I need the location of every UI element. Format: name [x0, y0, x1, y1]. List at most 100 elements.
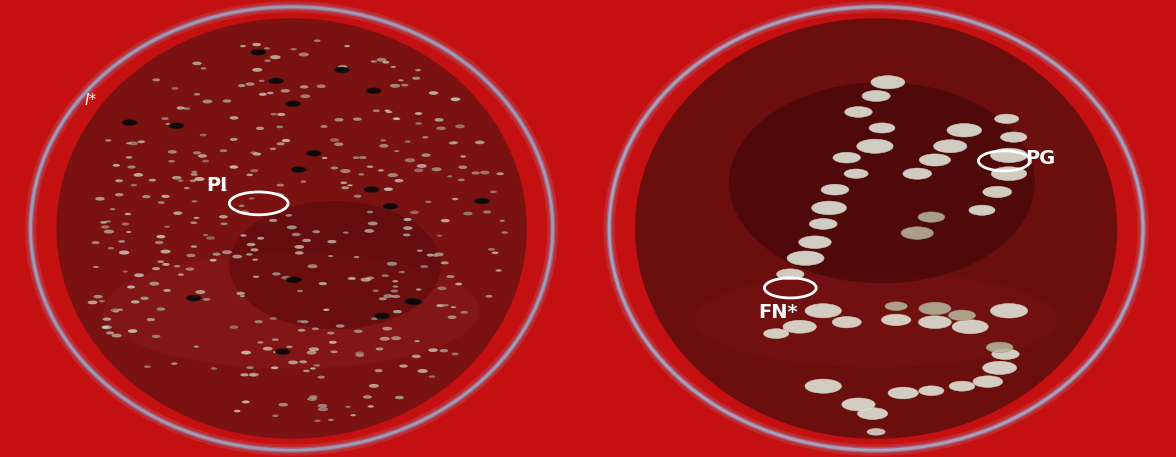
Circle shape	[131, 300, 140, 303]
Circle shape	[383, 294, 393, 298]
Circle shape	[319, 282, 327, 285]
Circle shape	[380, 139, 386, 141]
Circle shape	[833, 317, 861, 328]
Circle shape	[353, 117, 362, 121]
Circle shape	[370, 60, 377, 63]
Circle shape	[296, 320, 303, 323]
Circle shape	[202, 298, 211, 301]
Circle shape	[412, 77, 420, 80]
Text: PI: PI	[206, 175, 227, 195]
Circle shape	[156, 235, 166, 239]
Circle shape	[436, 304, 445, 307]
Circle shape	[274, 192, 281, 196]
Circle shape	[842, 398, 875, 411]
Circle shape	[455, 124, 465, 128]
Circle shape	[862, 90, 890, 101]
Circle shape	[920, 154, 950, 166]
Circle shape	[844, 106, 873, 117]
Circle shape	[118, 240, 125, 243]
Circle shape	[328, 255, 334, 257]
Circle shape	[258, 341, 263, 344]
Circle shape	[134, 273, 143, 277]
Circle shape	[234, 410, 241, 412]
Circle shape	[249, 373, 256, 377]
Circle shape	[292, 233, 301, 236]
Circle shape	[368, 405, 374, 408]
Circle shape	[973, 376, 1003, 388]
Circle shape	[172, 176, 181, 180]
Circle shape	[918, 212, 944, 222]
Circle shape	[276, 142, 285, 145]
Circle shape	[787, 251, 824, 266]
Circle shape	[422, 136, 428, 138]
Circle shape	[202, 160, 209, 162]
Circle shape	[386, 111, 393, 113]
Circle shape	[147, 318, 155, 321]
Circle shape	[405, 158, 415, 162]
Circle shape	[158, 201, 165, 204]
Circle shape	[373, 109, 380, 112]
Circle shape	[799, 236, 831, 249]
Circle shape	[220, 149, 227, 152]
Circle shape	[483, 210, 492, 213]
Circle shape	[246, 366, 254, 369]
Circle shape	[192, 62, 202, 65]
Circle shape	[286, 277, 301, 283]
Circle shape	[437, 287, 447, 290]
Circle shape	[290, 48, 296, 50]
Circle shape	[253, 43, 261, 46]
Circle shape	[447, 275, 454, 278]
Circle shape	[211, 367, 218, 370]
Circle shape	[871, 76, 904, 89]
Circle shape	[256, 127, 265, 130]
Circle shape	[367, 211, 373, 213]
Ellipse shape	[103, 253, 480, 368]
Circle shape	[298, 290, 303, 292]
Circle shape	[193, 151, 201, 154]
Circle shape	[995, 114, 1018, 123]
Circle shape	[200, 133, 207, 136]
Circle shape	[122, 120, 138, 126]
Circle shape	[330, 166, 339, 170]
Circle shape	[421, 154, 430, 157]
Circle shape	[156, 308, 166, 311]
Circle shape	[294, 245, 305, 249]
Circle shape	[253, 276, 259, 278]
Circle shape	[275, 349, 290, 355]
Circle shape	[354, 195, 361, 198]
Circle shape	[160, 250, 171, 254]
Circle shape	[338, 65, 347, 69]
Circle shape	[888, 387, 918, 399]
Circle shape	[373, 289, 379, 292]
Circle shape	[448, 315, 456, 319]
Circle shape	[307, 397, 318, 401]
Circle shape	[328, 419, 334, 421]
Circle shape	[112, 334, 121, 338]
Circle shape	[390, 66, 396, 68]
Circle shape	[340, 169, 350, 173]
Circle shape	[192, 200, 198, 202]
Circle shape	[359, 156, 367, 159]
Circle shape	[475, 140, 485, 144]
Circle shape	[109, 208, 115, 210]
Circle shape	[249, 373, 259, 377]
Circle shape	[412, 355, 421, 358]
Circle shape	[318, 376, 325, 379]
Circle shape	[415, 69, 421, 71]
Circle shape	[195, 290, 206, 294]
Circle shape	[434, 118, 443, 122]
Circle shape	[405, 140, 410, 143]
Circle shape	[183, 187, 189, 189]
Circle shape	[288, 361, 298, 364]
Circle shape	[857, 408, 888, 420]
Circle shape	[390, 84, 400, 88]
Circle shape	[239, 210, 249, 214]
Circle shape	[365, 229, 374, 233]
Circle shape	[126, 156, 133, 159]
Circle shape	[330, 351, 338, 353]
Circle shape	[102, 326, 109, 329]
Circle shape	[990, 303, 1028, 318]
Circle shape	[161, 195, 169, 198]
Circle shape	[375, 347, 383, 351]
Circle shape	[394, 117, 400, 120]
